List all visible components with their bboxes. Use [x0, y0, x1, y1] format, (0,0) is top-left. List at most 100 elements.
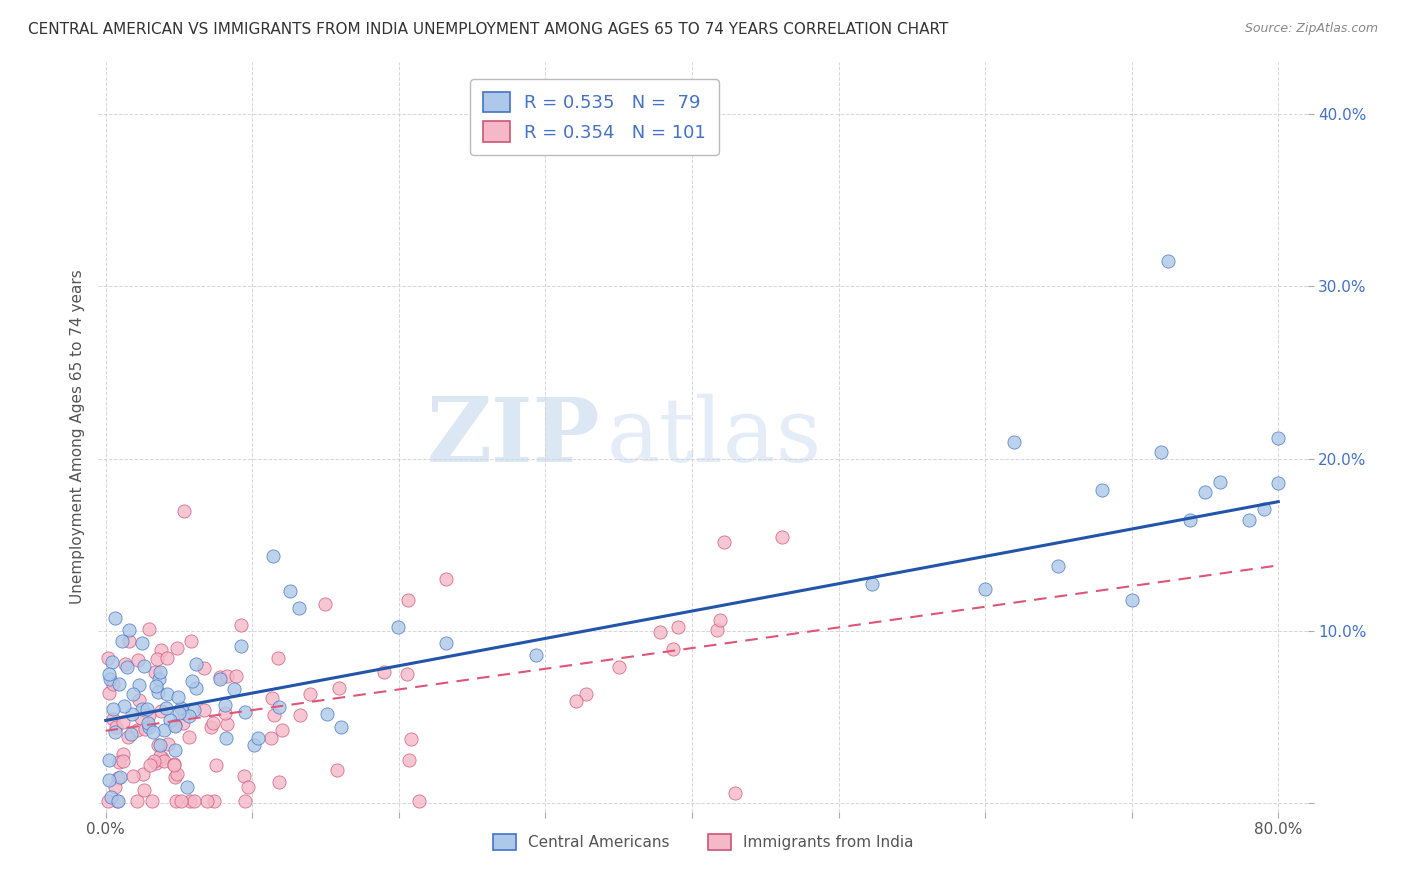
Point — [229, 640, 252, 654]
Point — [236, 780, 259, 794]
Point — [1253, 501, 1275, 516]
Point — [103, 677, 125, 691]
Point — [163, 770, 186, 784]
Point — [1157, 253, 1180, 268]
Point — [974, 582, 997, 596]
Point — [97, 752, 120, 766]
Point — [139, 757, 162, 772]
Point — [167, 690, 190, 704]
Point — [387, 620, 409, 634]
Point — [150, 704, 173, 718]
Point — [152, 755, 174, 769]
Point — [122, 769, 145, 783]
Point — [131, 636, 153, 650]
Point — [104, 611, 127, 625]
Point — [1194, 485, 1216, 500]
Point — [224, 682, 246, 697]
Point — [100, 673, 122, 687]
Point — [136, 716, 159, 731]
Point — [163, 743, 186, 757]
Point — [176, 780, 198, 794]
Text: ZIP: ZIP — [427, 393, 600, 481]
Point — [330, 720, 353, 734]
Point — [163, 719, 186, 733]
Point — [108, 677, 131, 691]
Point — [149, 643, 172, 657]
Point — [128, 678, 150, 692]
Point — [267, 651, 290, 665]
Point — [127, 653, 149, 667]
Point — [526, 648, 548, 663]
Point — [575, 687, 598, 701]
Point — [104, 725, 127, 739]
Point — [706, 623, 728, 637]
Point — [243, 738, 266, 752]
Point — [278, 583, 301, 598]
Point — [177, 730, 200, 744]
Point — [260, 690, 283, 705]
Point — [260, 731, 283, 745]
Point — [328, 681, 350, 696]
Point — [173, 504, 195, 518]
Point — [290, 707, 312, 722]
Point — [136, 701, 159, 715]
Point — [204, 758, 226, 772]
Point — [1267, 431, 1289, 445]
Point — [166, 641, 188, 656]
Point — [122, 686, 145, 700]
Point — [129, 711, 152, 725]
Point — [195, 794, 218, 808]
Point — [138, 720, 160, 734]
Point — [166, 767, 188, 781]
Point — [118, 633, 141, 648]
Point — [148, 672, 170, 686]
Text: CENTRAL AMERICAN VS IMMIGRANTS FROM INDIA UNEMPLOYMENT AMONG AGES 65 TO 74 YEARS: CENTRAL AMERICAN VS IMMIGRANTS FROM INDI… — [28, 22, 949, 37]
Point — [159, 713, 181, 727]
Point — [215, 668, 238, 682]
Point — [132, 766, 155, 780]
Point — [565, 694, 588, 708]
Point — [186, 681, 208, 695]
Point — [100, 790, 122, 805]
Point — [173, 706, 195, 720]
Point — [157, 737, 180, 751]
Point — [121, 706, 143, 721]
Point — [150, 751, 173, 765]
Point — [209, 672, 232, 686]
Point — [162, 758, 184, 772]
Point — [131, 702, 153, 716]
Point — [107, 794, 129, 808]
Point — [183, 794, 205, 808]
Legend: Central Americans, Immigrants from India: Central Americans, Immigrants from India — [486, 829, 920, 856]
Point — [114, 657, 136, 671]
Point — [149, 665, 172, 679]
Point — [170, 794, 193, 808]
Point — [316, 706, 339, 721]
Point — [134, 722, 156, 736]
Point — [215, 717, 238, 731]
Point — [145, 756, 167, 770]
Point — [142, 724, 165, 739]
Point — [149, 739, 172, 753]
Point — [101, 655, 124, 669]
Point — [860, 577, 883, 591]
Point — [111, 747, 134, 761]
Point — [233, 769, 256, 783]
Point — [709, 613, 731, 627]
Point — [156, 651, 179, 665]
Point — [215, 731, 238, 746]
Point — [202, 794, 225, 808]
Point — [98, 686, 121, 700]
Point — [666, 620, 689, 634]
Point — [193, 661, 215, 675]
Point — [1150, 445, 1173, 459]
Point — [132, 783, 155, 797]
Point — [112, 698, 135, 713]
Point — [180, 634, 202, 648]
Point — [112, 754, 135, 768]
Point — [146, 652, 169, 666]
Point — [179, 708, 201, 723]
Point — [231, 618, 253, 632]
Point — [138, 708, 160, 723]
Point — [724, 786, 747, 800]
